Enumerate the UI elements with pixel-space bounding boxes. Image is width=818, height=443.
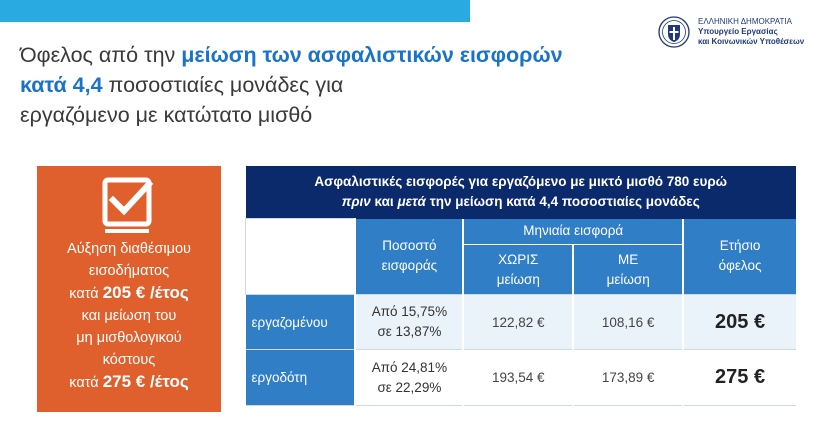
rate-to: σε 13,87%	[377, 324, 442, 339]
row-rate: Από 15,75% σε 13,87%	[354, 294, 464, 350]
col-annual-line-1: Ετήσιο	[719, 238, 761, 254]
col-without-line-2: μείωση	[496, 271, 540, 287]
summary-line: κόστους	[102, 352, 156, 368]
contributions-table: Ασφαλιστικές εισφορές για εργαζόμενο με …	[245, 166, 796, 406]
col-rate-line-1: Ποσοστό	[382, 238, 437, 254]
row-with: 173,89 €	[572, 349, 684, 406]
summary-cost-amount: 275 € /έτος	[102, 372, 189, 391]
title-before: πριν	[341, 194, 371, 209]
summary-line: εισοδήματος	[88, 263, 170, 279]
summary-line: κατά 205 € /έτος	[37, 282, 221, 305]
col-without-line-1: ΧΩΡΙΣ	[498, 251, 539, 267]
logo-line-1: ΕΛΛΗΝΙΚΗ ΔΗΜΟΚΡΑΤΙΑ	[698, 17, 792, 26]
summary-line: Αύξηση διαθέσιμου	[67, 241, 191, 257]
summary-text: Αύξηση διαθέσιμου εισοδήματος κατά 205 €…	[37, 238, 221, 394]
row-without: 122,82 €	[462, 294, 574, 350]
col-rate-line-2: εισφοράς	[381, 258, 438, 274]
col-header-without: ΧΩΡΙΣ μείωση	[462, 244, 574, 295]
col-with-line-2: μείωση	[606, 271, 650, 287]
col-header-monthly: Μηνιαία εισφορά	[462, 218, 684, 245]
title-rest: την μείωση κατά 4,4 ποσοστιαίες μονάδες	[425, 194, 700, 209]
col-header-with: ΜΕ μείωση	[572, 244, 684, 295]
title-text: Όφελος από την	[20, 43, 182, 67]
col-header-rate: Ποσοστό εισφοράς	[354, 218, 464, 295]
row-benefit: 275 €	[682, 349, 796, 406]
logo-text: ΕΛΛΗΝΙΚΗ ΔΗΜΟΚΡΑΤΙΑ Υπουργείο Εργασίας κ…	[698, 17, 804, 47]
title-after: μετά	[397, 194, 426, 209]
summary-line: κατά 275 € /έτος	[37, 371, 221, 394]
title-text-3: εργαζόμενο με κατώτατο μισθό	[20, 103, 313, 127]
col-annual-line-2: όφελος	[718, 258, 762, 274]
logo-line-2: Υπουργείο Εργασίας	[698, 27, 778, 36]
summary-line: και μείωση του	[81, 308, 177, 324]
checkbox-check-icon	[102, 177, 154, 233]
ministry-logo: ΕΛΛΗΝΙΚΗ ΔΗΜΟΚΡΑΤΙΑ Υπουργείο Εργασίας κ…	[658, 14, 808, 50]
row-label: εργαζομένου	[245, 294, 356, 350]
title-highlight-2: κατά 4,4	[20, 73, 103, 97]
greek-emblem-icon	[658, 16, 690, 48]
row-without: 193,54 €	[462, 349, 574, 406]
row-with: 108,16 €	[572, 294, 684, 350]
logo-line-3: και Κοινωνικών Υποθέσεων	[698, 37, 805, 46]
table-corner-cell	[245, 218, 356, 295]
title-and: και	[370, 194, 398, 209]
summary-income-amount: 205 € /έτος	[102, 283, 189, 302]
top-accent-bar	[0, 0, 470, 22]
title-highlight: μείωση των ασφαλιστικών εισφορών	[181, 43, 563, 67]
table-title: Ασφαλιστικές εισφορές για εργαζόμενο με …	[245, 166, 797, 219]
table-row-employer: εργοδότη Από 24,81% σε 22,29% 193,54 € 1…	[245, 349, 796, 406]
summary-line: μη μισθολογικού	[76, 330, 182, 346]
rate-from: Από 24,81%	[371, 359, 448, 375]
rate-from: Από 15,75%	[371, 304, 448, 319]
row-benefit: 205 €	[682, 294, 796, 350]
summary-box: Αύξηση διαθέσιμου εισοδήματος κατά 205 €…	[37, 166, 221, 412]
row-rate: Από 24,81% σε 22,29%	[354, 349, 464, 406]
summary-prefix: κατά	[69, 286, 103, 302]
table-title-line-2: πριν και μετά την μείωση κατά 4,4 ποσοστ…	[246, 192, 797, 212]
col-header-annual: Ετήσιο όφελος	[682, 218, 796, 295]
table-row-employee: εργαζομένου Από 15,75% σε 13,87% 122,82 …	[245, 294, 796, 350]
page-title: Όφελος από την μείωση των ασφαλιστικών ε…	[20, 40, 660, 130]
title-text-2: ποσοστιαίες μονάδες για	[102, 73, 344, 97]
col-with-line-1: ΜΕ	[618, 251, 639, 267]
row-label: εργοδότη	[245, 349, 356, 406]
summary-prefix: κατά	[69, 375, 103, 391]
rate-to: σε 22,29%	[377, 379, 442, 395]
table-title-line-1: Ασφαλιστικές εισφορές για εργαζόμενο με …	[314, 174, 728, 189]
